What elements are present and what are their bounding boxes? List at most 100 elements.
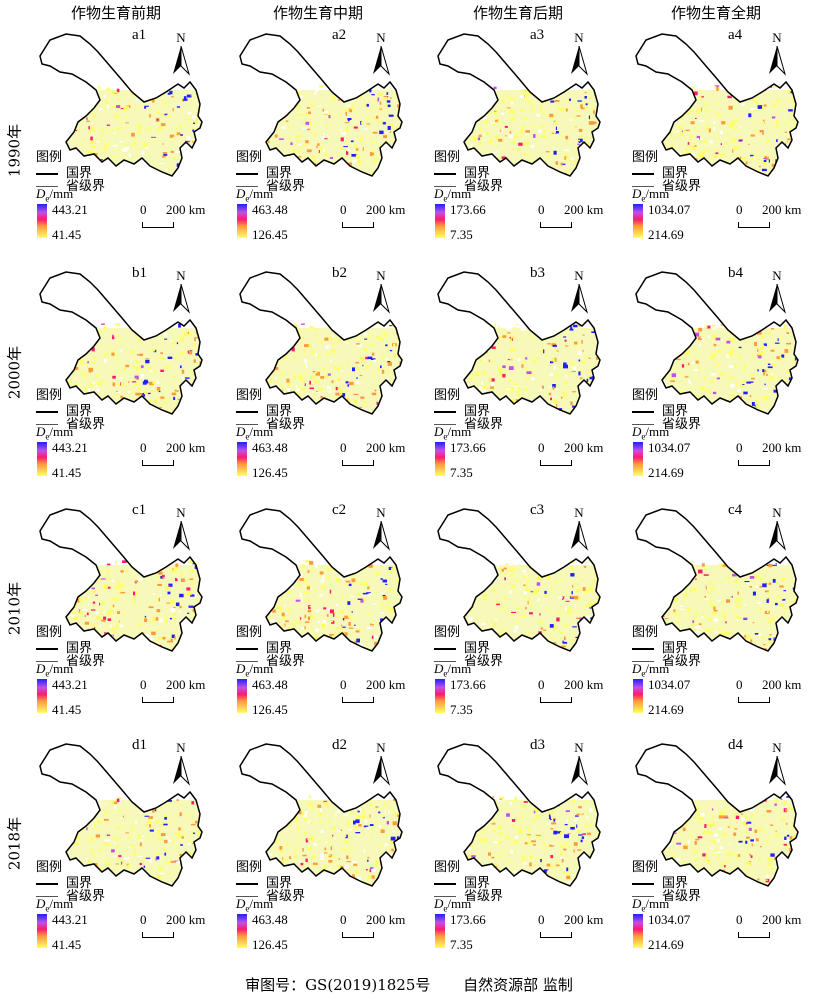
raster-cell — [191, 801, 195, 805]
raster-cell — [104, 108, 106, 110]
column-header-late: 作物生育后期 — [472, 4, 563, 22]
raster-cell — [158, 356, 164, 359]
raster-cell — [356, 380, 360, 385]
raster-cell — [590, 884, 594, 886]
raster-cell — [739, 402, 743, 405]
raster-cell — [141, 865, 144, 868]
raster-cell — [99, 159, 103, 161]
raster-cell — [797, 134, 798, 139]
scale-bar: 0 200 km — [538, 677, 628, 717]
raster-cell — [743, 617, 748, 619]
raster-cell — [348, 162, 352, 167]
raster-cell — [759, 578, 763, 580]
raster-cell — [663, 616, 665, 618]
raster-cell — [479, 582, 484, 586]
raster-cell — [513, 326, 515, 331]
raster-cell — [560, 831, 563, 835]
raster-cell — [300, 146, 303, 148]
raster-cell — [551, 329, 555, 332]
region-map — [437, 271, 601, 415]
map-agency: 自然资源部 监制 — [463, 976, 573, 994]
raster-cell — [576, 617, 580, 619]
raster-cell — [705, 402, 707, 407]
raster-cell — [553, 399, 558, 404]
raster-cell — [567, 881, 572, 884]
raster-cell — [527, 601, 529, 605]
raster-cell — [588, 394, 590, 397]
raster-cell — [380, 365, 382, 369]
raster-cell — [108, 170, 111, 172]
raster-cell — [711, 832, 715, 834]
raster-cell — [502, 561, 506, 566]
raster-cell — [351, 578, 356, 583]
raster-cell — [673, 609, 676, 613]
raster-cell — [151, 349, 156, 352]
raster-cell — [293, 357, 297, 360]
raster-cell — [387, 361, 391, 363]
raster-cell — [171, 96, 174, 98]
raster-cell — [797, 416, 801, 417]
raster-cell — [720, 130, 724, 135]
raster-cell — [529, 855, 534, 860]
raster-cell — [111, 350, 115, 354]
raster-cell — [148, 381, 154, 386]
raster-cell — [68, 100, 70, 102]
raster-cell — [358, 417, 362, 420]
raster-cell — [356, 343, 360, 345]
raster-cell — [119, 377, 123, 380]
raster-cell — [775, 825, 778, 826]
raster-cell — [112, 334, 114, 338]
raster-cell — [586, 355, 588, 358]
raster-cell — [351, 650, 356, 651]
raster-cell — [276, 839, 280, 842]
raster-cell — [701, 597, 706, 599]
raster-cell — [344, 108, 350, 112]
raster-cell — [116, 826, 121, 829]
raster-cell — [155, 882, 159, 886]
north-arrow-icon: N — [766, 505, 788, 555]
raster-cell — [138, 882, 140, 884]
raster-cell — [499, 371, 503, 376]
raster-cell — [778, 867, 782, 870]
raster-cell — [103, 813, 105, 816]
raster-cell — [594, 152, 596, 155]
raster-cell — [88, 367, 94, 372]
raster-cell — [172, 108, 174, 112]
raster-cell — [588, 121, 594, 125]
raster-cell — [667, 843, 670, 847]
raster-cell — [323, 801, 328, 804]
raster-cell — [467, 600, 470, 603]
raster-cell — [270, 125, 274, 130]
north-arrow-icon: N — [370, 740, 392, 790]
raster-cell — [268, 852, 273, 856]
raster-cell — [569, 328, 574, 331]
raster-cell — [180, 365, 182, 369]
raster-cell — [593, 579, 597, 583]
raster-cell — [556, 404, 558, 408]
raster-cell — [337, 865, 341, 869]
raster-cell — [139, 411, 142, 413]
raster-cell — [188, 560, 194, 564]
raster-cell — [478, 97, 481, 100]
raster-cell — [589, 809, 593, 813]
raster-cell — [559, 134, 563, 137]
raster-cell — [583, 887, 584, 890]
raster-cell — [759, 886, 761, 889]
raster-cell — [196, 333, 198, 337]
raster-cell — [773, 409, 779, 412]
raster-cell — [472, 335, 478, 340]
raster-cell — [86, 117, 88, 121]
raster-cell — [320, 376, 325, 379]
raster-cell — [703, 831, 706, 835]
raster-cell — [757, 602, 761, 604]
raster-cell — [578, 371, 581, 376]
scale-bar: 0 200 km — [140, 440, 230, 480]
raster-cell — [340, 137, 344, 142]
raster-cell — [103, 94, 106, 98]
raster-cell — [304, 625, 306, 630]
raster-cell — [179, 619, 183, 622]
raster-cell — [481, 594, 484, 597]
raster-cell — [366, 123, 371, 125]
raster-cell — [358, 648, 361, 651]
raster-cell — [766, 584, 769, 588]
